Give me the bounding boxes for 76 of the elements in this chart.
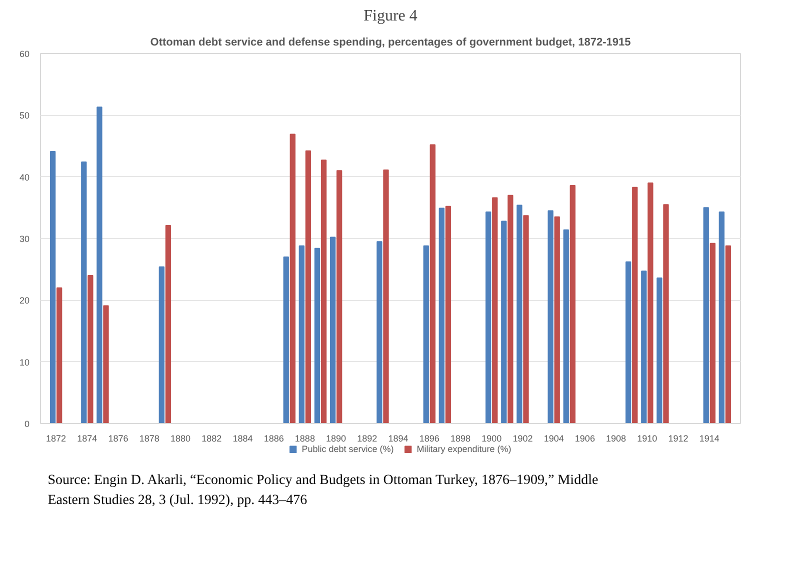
bar bbox=[563, 229, 569, 424]
y-tick-label: 10 bbox=[19, 357, 30, 368]
x-tick-label: 1872 bbox=[46, 434, 66, 444]
y-tick-label: 40 bbox=[19, 172, 30, 182]
x-tick-label: 1906 bbox=[574, 434, 595, 444]
x-tick-label: 1886 bbox=[264, 434, 284, 444]
bar bbox=[158, 266, 165, 424]
x-tick-label: 1882 bbox=[202, 434, 222, 444]
chart-title: Figure 4 bbox=[364, 8, 418, 24]
bar bbox=[383, 170, 389, 424]
bar bbox=[103, 305, 109, 424]
y-tick-label: 20 bbox=[19, 296, 30, 306]
bar bbox=[438, 208, 445, 424]
bar bbox=[718, 211, 725, 424]
bar bbox=[336, 170, 342, 424]
bar bbox=[290, 134, 296, 424]
bar bbox=[501, 220, 507, 424]
x-tick-label: 1876 bbox=[108, 434, 128, 444]
x-tick-label: 1890 bbox=[326, 434, 346, 444]
bar bbox=[314, 248, 320, 424]
bar bbox=[641, 270, 647, 424]
bar bbox=[554, 216, 560, 424]
bar bbox=[492, 197, 498, 424]
bar bbox=[703, 207, 709, 424]
bar bbox=[50, 151, 56, 424]
bar bbox=[648, 182, 654, 424]
bar bbox=[632, 186, 638, 424]
y-tick-label: 30 bbox=[19, 234, 30, 244]
y-tick-label: 0 bbox=[24, 419, 30, 429]
bar bbox=[656, 277, 662, 424]
bar bbox=[523, 215, 529, 424]
bar bbox=[548, 210, 554, 424]
chart-subtitle: Ottoman debt service and defense spending, percentages of government budget, 1872-1915 bbox=[150, 36, 631, 48]
x-tick-label: 1912 bbox=[668, 434, 688, 444]
legend-label: Military expenditure (%) bbox=[416, 444, 512, 454]
x-tick-label: 1900 bbox=[482, 434, 502, 444]
x-tick-label: 1878 bbox=[139, 434, 160, 444]
x-tick-label: 1888 bbox=[294, 434, 315, 444]
x-tick-label: 1896 bbox=[419, 434, 440, 444]
x-tick-label: 1914 bbox=[699, 434, 720, 444]
x-tick-label: 1894 bbox=[388, 434, 408, 444]
bar bbox=[376, 241, 382, 424]
y-tick-label: 60 bbox=[19, 49, 30, 59]
x-tick-label: 1874 bbox=[77, 434, 98, 444]
bar bbox=[626, 261, 632, 424]
bar bbox=[430, 144, 436, 424]
bar bbox=[56, 287, 62, 424]
x-tick-label: 1898 bbox=[450, 434, 471, 444]
bar bbox=[445, 206, 452, 424]
legend-label: Public debt service (%) bbox=[302, 444, 394, 454]
bar bbox=[423, 245, 429, 424]
y-tick-label: 50 bbox=[19, 110, 30, 121]
x-tick-label: 1908 bbox=[606, 434, 626, 444]
bar bbox=[516, 204, 522, 424]
bar bbox=[320, 160, 327, 424]
bar bbox=[330, 236, 336, 424]
bar bbox=[663, 204, 669, 424]
bar bbox=[88, 275, 94, 424]
x-tick-label: 1910 bbox=[637, 434, 658, 444]
x-tick-label: 1904 bbox=[544, 434, 564, 444]
x-tick-label: 1884 bbox=[232, 434, 253, 444]
bar bbox=[81, 162, 87, 424]
bar bbox=[508, 194, 514, 424]
bar bbox=[305, 150, 312, 424]
x-tick-label: 1880 bbox=[170, 434, 191, 444]
source-note: Source: Engin D. Akarli, “Economic Policy and Budgets in Ottoman Turkey, 1876–1909,” Middle Eastern Studies 28, 3 (Jul. 1992), pp. 443–476 bbox=[48, 473, 598, 508]
bar bbox=[96, 106, 102, 424]
bar bbox=[165, 225, 172, 424]
bar bbox=[486, 211, 492, 424]
x-tick-label: 1902 bbox=[512, 434, 533, 444]
bar bbox=[283, 256, 289, 424]
bar bbox=[298, 245, 305, 424]
bar bbox=[710, 242, 716, 424]
bar bbox=[570, 184, 576, 424]
x-tick-label: 1892 bbox=[357, 434, 378, 444]
bar bbox=[725, 245, 732, 424]
